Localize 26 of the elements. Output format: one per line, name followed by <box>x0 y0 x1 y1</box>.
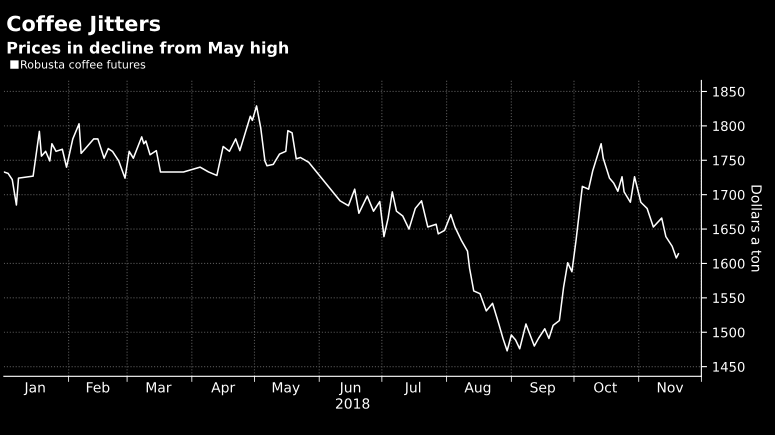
x-tick-label: Oct <box>594 382 617 393</box>
chart-subtitle: Prices in decline from May high <box>8 41 288 57</box>
x-tick-label: May <box>272 382 300 396</box>
y-tick-label: 1500 <box>713 327 744 338</box>
y-tick-label: 1450 <box>713 362 744 372</box>
y-tick-label: 1550 <box>713 293 744 304</box>
y-tick-label: 1850 <box>713 86 744 97</box>
y-tick-label: 1600 <box>713 258 744 269</box>
x-tick-label: Aug <box>464 382 490 396</box>
legend-label: Robusta coffee futures <box>21 60 146 69</box>
x-tick-label: Nov <box>658 382 684 393</box>
y-tick-label: 1800 <box>713 121 744 132</box>
x-axis-title: 2018 <box>336 398 370 409</box>
x-tick-label: Jan <box>24 382 45 396</box>
x-tick-label: Mar <box>146 382 172 393</box>
y-tick-label: 1750 <box>713 155 744 166</box>
x-tick-label: Feb <box>86 382 110 393</box>
y-axis-title: Dollars a ton <box>751 186 762 272</box>
chart-title: Coffee Jitters <box>7 15 160 36</box>
y-tick-label: 1650 <box>713 224 744 234</box>
y-tick-label: 1700 <box>713 190 744 200</box>
x-tick-label: Jul <box>404 382 420 396</box>
x-tick-label: Jun <box>338 382 360 396</box>
x-tick-label: Apr <box>211 382 236 396</box>
x-tick-label: Sep <box>530 382 555 396</box>
line-series <box>4 105 680 352</box>
